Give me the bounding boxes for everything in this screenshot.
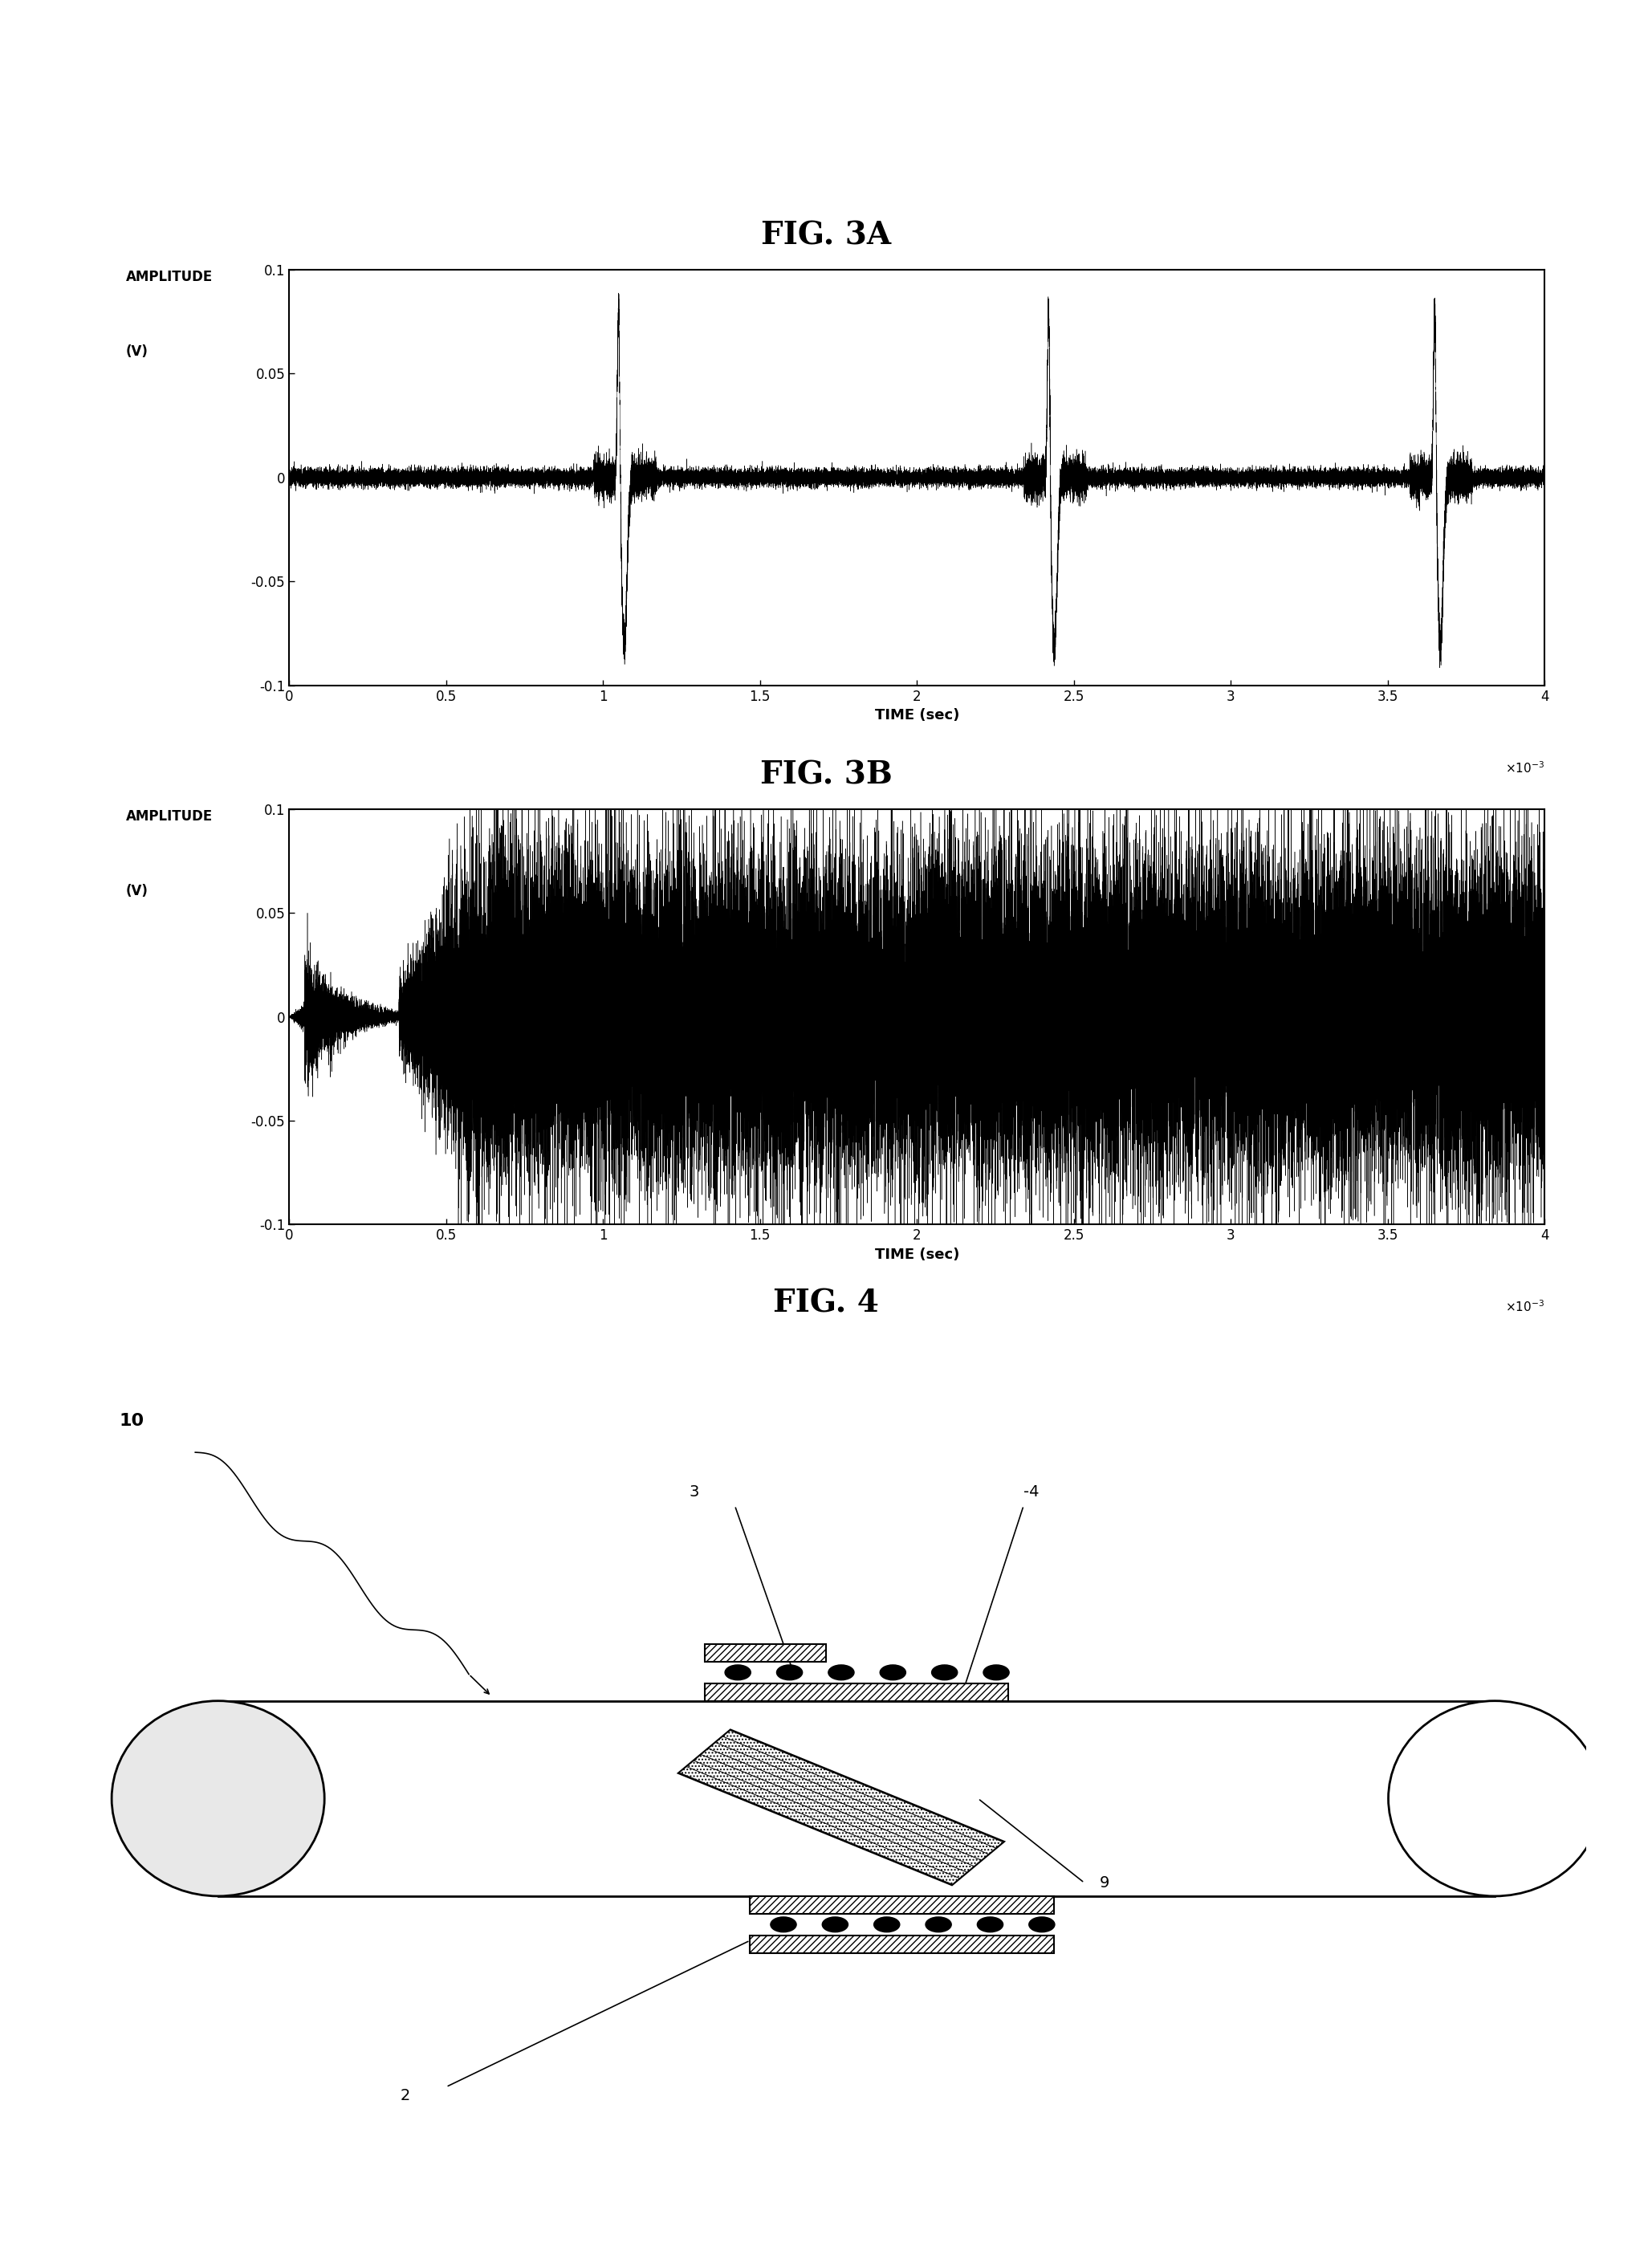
Circle shape bbox=[874, 1917, 900, 1932]
Ellipse shape bbox=[112, 1701, 324, 1896]
Circle shape bbox=[770, 1917, 796, 1932]
Bar bbox=[704, 1683, 1008, 1701]
Bar bbox=[704, 1645, 826, 1663]
Text: AMPLITUDE: AMPLITUDE bbox=[126, 809, 213, 822]
X-axis label: TIME (sec): TIME (sec) bbox=[874, 708, 960, 724]
Text: FIG. 4: FIG. 4 bbox=[773, 1288, 879, 1319]
X-axis label: TIME (sec): TIME (sec) bbox=[874, 1247, 960, 1263]
Circle shape bbox=[776, 1665, 803, 1681]
Text: 10: 10 bbox=[119, 1413, 144, 1429]
Text: $\times10^{-3}$: $\times10^{-3}$ bbox=[1505, 1299, 1545, 1314]
Circle shape bbox=[983, 1665, 1009, 1681]
Text: FIG. 3A: FIG. 3A bbox=[762, 220, 890, 252]
Text: -4: -4 bbox=[1024, 1485, 1039, 1501]
Text: (V): (V) bbox=[126, 344, 149, 360]
Circle shape bbox=[925, 1917, 952, 1932]
Circle shape bbox=[978, 1917, 1003, 1932]
Circle shape bbox=[881, 1665, 905, 1681]
Text: (V): (V) bbox=[126, 883, 149, 899]
Circle shape bbox=[823, 1917, 847, 1932]
Circle shape bbox=[932, 1665, 958, 1681]
Text: 9: 9 bbox=[1100, 1876, 1110, 1890]
Ellipse shape bbox=[1388, 1701, 1601, 1896]
Circle shape bbox=[1029, 1917, 1054, 1932]
Circle shape bbox=[828, 1665, 854, 1681]
Bar bbox=[750, 1935, 1054, 1953]
Circle shape bbox=[725, 1665, 750, 1681]
Text: AMPLITUDE: AMPLITUDE bbox=[126, 270, 213, 283]
Text: $\times10^{-3}$: $\times10^{-3}$ bbox=[1505, 759, 1545, 775]
Text: 2: 2 bbox=[400, 2087, 410, 2103]
Text: FIG. 3B: FIG. 3B bbox=[760, 759, 892, 791]
Bar bbox=[218, 1701, 1495, 1896]
Text: 3: 3 bbox=[689, 1485, 699, 1501]
Bar bbox=[750, 1896, 1054, 1914]
Polygon shape bbox=[677, 1730, 1004, 1885]
